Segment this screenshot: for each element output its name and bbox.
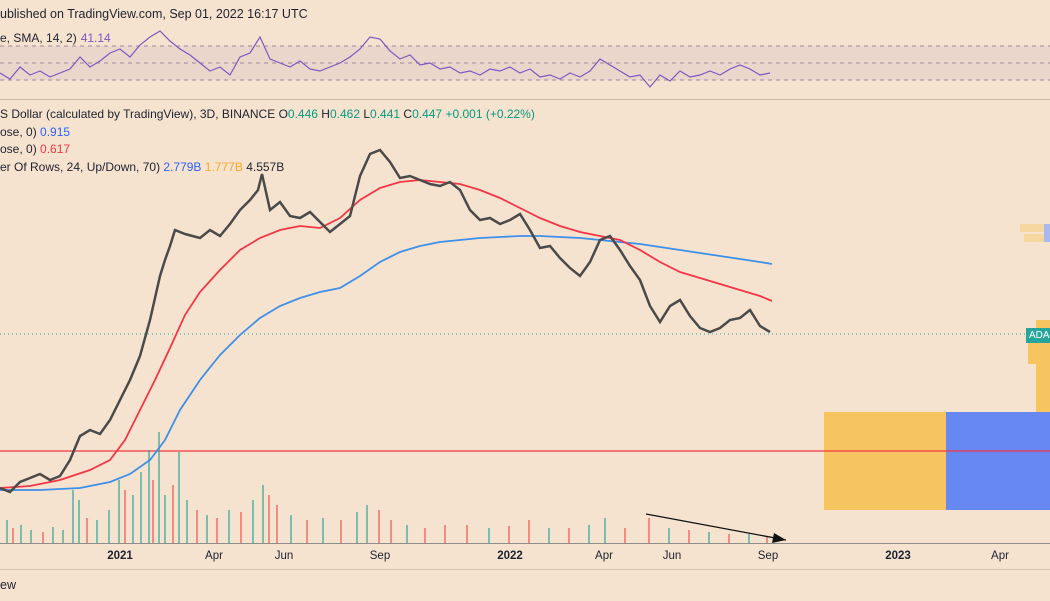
tick-apr-2023: Apr (991, 550, 1009, 562)
tick-sep-2022: Sep (757, 550, 779, 562)
legend-vp-row: er Of Rows, 24, Up/Down, 70) 2.779B 1.77… (0, 159, 285, 174)
tick-jun-2022: Jun (662, 550, 682, 562)
price-tag-label: ADA (1026, 328, 1050, 343)
rsi-legend: e, SMA, 14, 2) 41.14 (0, 31, 111, 45)
tick-jun-2021: Jun (274, 550, 294, 562)
tick-apr-2021: Apr (205, 550, 223, 562)
sma-red-line (0, 179, 773, 489)
time-axis[interactable]: 2021 Apr Jun Sep 2022 Apr Jun Sep 2023 A… (0, 543, 1050, 570)
symbol-label: S Dollar (calculated by TradingView), 3D… (0, 107, 276, 121)
rsi-value: 41.14 (80, 31, 111, 45)
tick-2023: 2023 (885, 550, 911, 562)
header-bar: ublished on TradingView.com, Sep 01, 202… (0, 0, 1050, 28)
legend-ma2-row: ose, 0) 0.617 (0, 142, 71, 156)
header-text: ublished on TradingView.com, Sep 01, 202… (0, 7, 308, 21)
main-legend: S Dollar (calculated by TradingView), 3D… (0, 106, 535, 176)
volume-profile (824, 224, 1050, 510)
rsi-plot (0, 30, 1050, 88)
legend-symbol-row: S Dollar (calculated by TradingView), 3D… (0, 107, 535, 121)
change-value: +0.001 (+0.22%) (445, 107, 535, 121)
sma-blue-line (0, 235, 773, 491)
rsi-label: e, SMA, 14, 2) (0, 31, 77, 45)
rsi-pane[interactable]: e, SMA, 14, 2) 41.14 (0, 27, 1050, 100)
legend-ma1-row: ose, 0) 0.915 (0, 124, 71, 139)
downtrend-arrow (645, 513, 787, 543)
footer-text: ew (0, 578, 16, 592)
price-chart (0, 148, 1050, 543)
candles (0, 148, 771, 494)
tick-sep-2021: Sep (369, 550, 391, 562)
tick-2021: 2021 (107, 550, 133, 562)
tick-2022: 2022 (497, 550, 523, 562)
volume-bars (6, 432, 768, 543)
tick-apr-2022: Apr (595, 550, 613, 562)
price-pane[interactable]: S Dollar (calculated by TradingView), 3D… (0, 100, 1050, 543)
footer-bar: ew (0, 569, 1050, 601)
